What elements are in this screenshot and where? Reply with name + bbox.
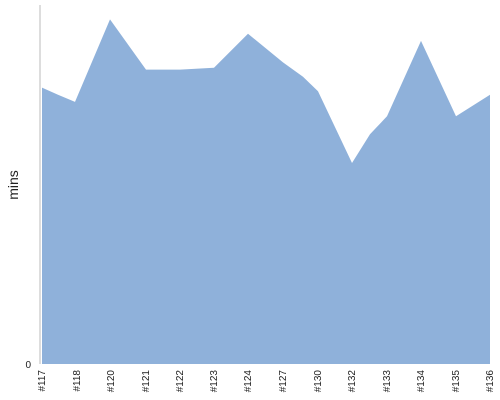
series-area	[42, 19, 490, 365]
x-axis-ticks: #117 #118 #120 #121 #122 #123 #124 #127 #130 #132…	[37, 370, 496, 393]
x-tick-label: #130	[313, 370, 324, 393]
x-tick-label: #121	[141, 370, 152, 393]
x-tick-label: #127	[278, 370, 289, 393]
series-area-group	[42, 19, 490, 365]
x-tick-label: #133	[382, 370, 393, 393]
x-tick-label: #132	[347, 370, 358, 393]
x-tick-label: #135	[451, 370, 462, 393]
x-tick-label: #120	[106, 370, 117, 393]
x-tick-label: #118	[72, 370, 83, 392]
x-tick-label: #134	[416, 370, 427, 393]
x-tick-label: #123	[209, 370, 220, 393]
y-axis-ticks: 0	[25, 360, 31, 371]
x-tick-label: #124	[243, 370, 254, 393]
y-tick-label: 0	[25, 360, 31, 371]
x-tick-label: #136	[485, 370, 496, 393]
x-tick-label: #122	[175, 370, 186, 393]
y-axis-title: mins	[5, 170, 21, 200]
x-tick-label: #117	[37, 370, 48, 392]
